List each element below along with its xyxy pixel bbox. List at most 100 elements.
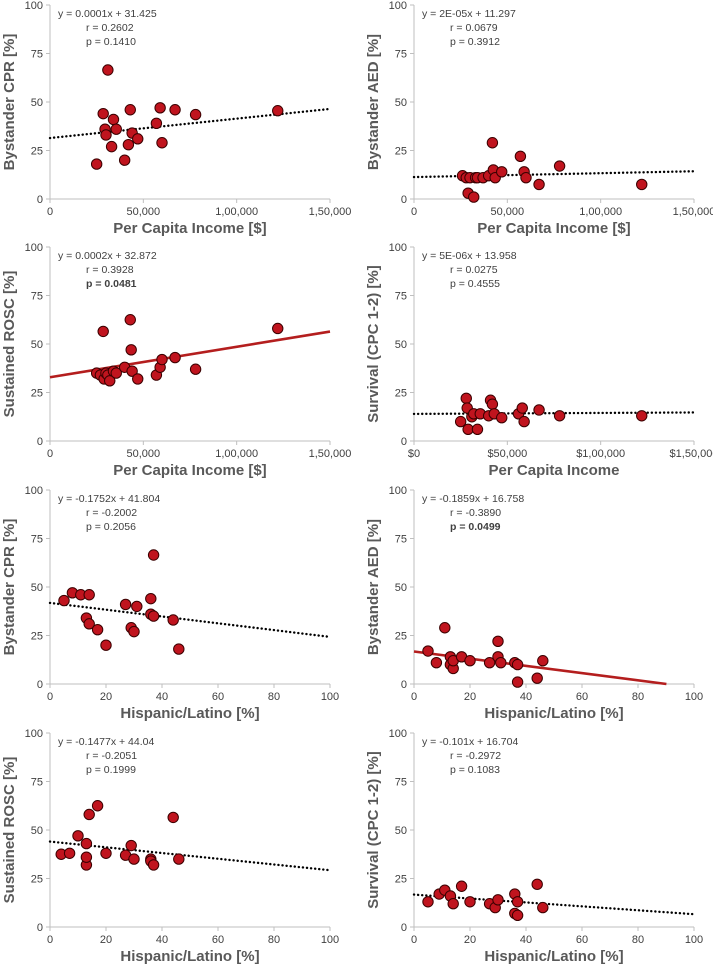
data-point	[169, 104, 181, 116]
correlation-r: r = 0.2602	[86, 22, 134, 34]
data-point	[105, 140, 118, 153]
y-tick-label: 0	[401, 922, 407, 934]
y-tick-label: 25	[395, 146, 407, 158]
data-point	[110, 123, 122, 135]
y-tick-label: 0	[401, 679, 407, 691]
data-point	[110, 367, 122, 379]
y-axis-title: Bystander AED [%]	[365, 519, 382, 655]
data-point	[439, 622, 451, 634]
y-axis-title: Survival (CPC 1-2) [%]	[365, 751, 382, 909]
y-tick-label: 25	[31, 146, 43, 158]
data-point	[460, 392, 472, 405]
data-point	[100, 129, 112, 141]
y-tick-label: 50	[31, 825, 43, 837]
data-point	[58, 594, 70, 607]
data-point	[514, 150, 527, 163]
y-tick-label: 0	[401, 436, 407, 448]
y-tick-label: 50	[395, 339, 407, 351]
scatter-panel-7: 0 25 50 75 100 0 20 40 60 80 100 Hispanic/Latino [%…	[1, 728, 339, 965]
data-point	[91, 623, 104, 636]
data-point	[454, 415, 467, 428]
y-tick-label: 75	[31, 777, 43, 789]
data-point	[455, 880, 468, 892]
data-point	[533, 178, 545, 191]
data-point	[272, 105, 284, 117]
data-point	[272, 322, 284, 335]
data-point	[492, 894, 504, 906]
p-value: p = 0.1999	[86, 764, 136, 776]
y-axis-title: Bystander CPR [%]	[1, 519, 18, 656]
regression-equation: y = -0.1752x + 41.804	[58, 493, 160, 505]
data-point	[154, 102, 166, 114]
data-point	[464, 896, 476, 908]
x-axis-title: Hispanic/Latino [%]	[484, 948, 623, 965]
x-tick-label: 0	[411, 691, 417, 703]
y-tick-label: 100	[389, 485, 407, 497]
y-tick-label: 0	[37, 922, 43, 934]
data-point	[486, 137, 499, 149]
data-point	[100, 847, 112, 859]
correlation-r: r = -0.3890	[450, 507, 501, 519]
data-point	[107, 113, 120, 126]
x-tick-label: $1,00,000	[576, 448, 625, 460]
data-point	[422, 645, 434, 657]
regression-equation: y = 2E-05x + 11.297	[422, 8, 516, 20]
y-tick-label: 25	[31, 631, 43, 643]
y-axis-title: Bystander AED [%]	[365, 34, 382, 170]
x-axis-title: Per Capita Income	[489, 462, 620, 479]
data-point	[100, 639, 112, 651]
data-point	[150, 117, 163, 130]
trend-line	[412, 411, 696, 416]
y-tick-label: 0	[37, 679, 43, 691]
data-point	[118, 154, 131, 166]
data-point	[430, 656, 443, 669]
p-value: p = 0.1410	[86, 36, 136, 48]
p-value: p = 0.3912	[450, 36, 500, 48]
data-point	[124, 314, 136, 326]
y-tick-label: 75	[31, 49, 43, 61]
x-tick-label: 60	[576, 691, 588, 703]
data-point	[537, 655, 549, 667]
x-axis-title: Per Capita Income [$]	[113, 462, 266, 479]
x-axis-title: Hispanic/Latino [%]	[120, 705, 259, 722]
y-tick-label: 75	[395, 534, 407, 546]
x-tick-label: 60	[576, 934, 588, 946]
data-point	[511, 909, 524, 922]
p-value: p = 0.2056	[86, 521, 136, 533]
y-tick-label: 75	[395, 49, 407, 61]
data-point	[516, 402, 528, 414]
data-point	[531, 878, 543, 891]
x-tick-label: 20	[100, 691, 112, 703]
x-tick-label: 1,50,000	[673, 206, 713, 218]
p-value: p = 0.1083	[450, 764, 500, 776]
data-point	[422, 896, 434, 908]
x-tick-label: 100	[685, 691, 703, 703]
x-tick-label: 80	[268, 934, 280, 946]
data-point	[102, 64, 114, 76]
data-point	[126, 365, 138, 377]
y-tick-label: 25	[395, 631, 407, 643]
x-tick-label: 50,000	[491, 206, 525, 218]
y-tick-label: 0	[37, 194, 43, 206]
data-point	[128, 625, 140, 638]
data-point	[553, 410, 566, 422]
x-tick-label: 20	[100, 934, 112, 946]
data-point	[511, 658, 524, 671]
data-point	[511, 676, 524, 688]
data-point	[636, 410, 648, 422]
data-point	[520, 171, 532, 184]
x-axis-title: Per Capita Income [$]	[113, 220, 266, 237]
data-point	[125, 839, 137, 852]
trend-line	[412, 893, 696, 916]
data-point	[533, 404, 545, 416]
y-tick-label: 100	[389, 0, 407, 12]
y-axis-title: Sustained ROSC [%]	[1, 757, 18, 904]
scatter-panel-2: 0 25 50 75 100 0 50,000 1,00,000 1,50,000 Per Cap…	[365, 0, 713, 237]
correlation-r: r = -0.2051	[86, 750, 137, 762]
data-point	[80, 837, 93, 850]
data-point	[486, 398, 499, 410]
y-tick-label: 100	[25, 0, 43, 12]
x-tick-label: 20	[464, 691, 476, 703]
data-point	[128, 853, 140, 865]
data-point	[483, 656, 496, 669]
